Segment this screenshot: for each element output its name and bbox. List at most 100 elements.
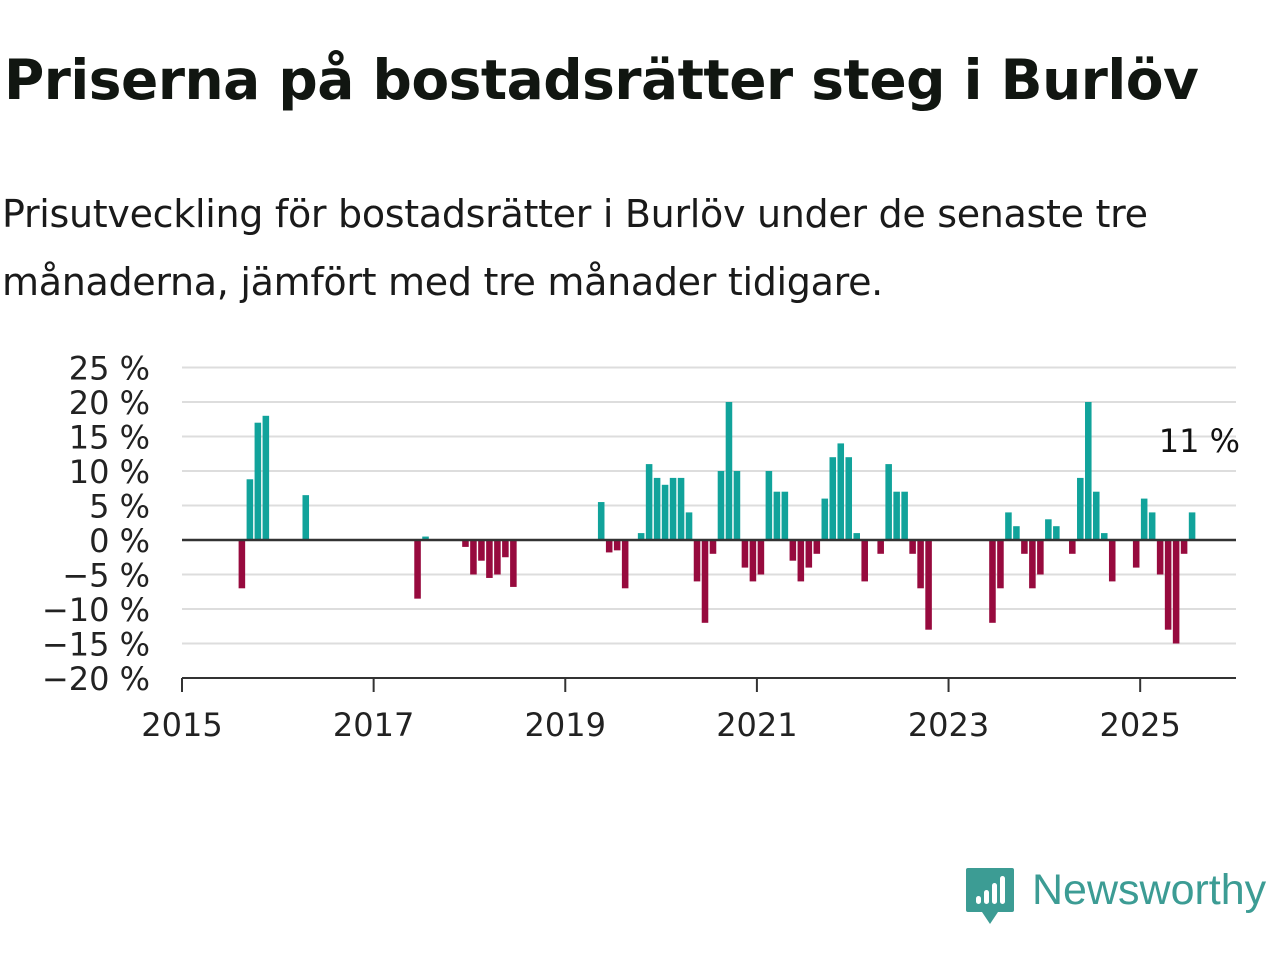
bar [685,512,693,540]
x-tick-label: 2021 [716,706,797,744]
bar [1045,519,1052,540]
bar [909,540,916,554]
bar-chart: 25 %20 %15 %10 %5 %0 %−5 %−10 %−15 %−20 … [42,350,1240,745]
x-tick-label: 2023 [908,706,989,744]
y-tick-label: 25 % [69,350,150,388]
bar [462,540,469,547]
axes [181,538,1236,692]
y-tick-label: −5 % [62,557,150,595]
bar [1132,540,1140,568]
bar [829,457,837,540]
bar [693,540,701,582]
bar [1021,540,1028,554]
bar [765,471,773,540]
bar [422,536,429,540]
bar [502,540,509,558]
bar [813,540,821,554]
page-subtitle: Prisutveckling för bostadsrätter i Burlö… [2,192,1148,304]
bar [621,540,629,589]
bar [486,540,493,578]
bar [605,540,613,553]
bar [845,457,853,540]
bar [877,540,884,554]
bar [645,464,653,540]
y-tick-label: −10 % [42,591,150,629]
bar [510,540,517,587]
bar [1164,540,1172,630]
bar [637,533,645,540]
bar [246,479,254,540]
bar [837,443,845,540]
bar [470,540,477,575]
y-tick-label: 15 % [69,419,150,457]
bar [1180,540,1188,554]
bar [262,415,270,540]
bar [773,491,781,540]
bar [1013,526,1020,540]
bar [494,540,501,575]
bar [893,491,900,540]
page-title: Priserna på bostadsrätter steg i Burlöv [4,48,1199,112]
bar [1140,498,1148,540]
bar [669,477,677,540]
bar [597,502,605,540]
annotation-label: 11 % [1159,422,1240,460]
bar [885,464,892,540]
bar [821,498,829,540]
bar [757,540,765,575]
bar [254,422,262,540]
y-tick-label: −15 % [42,626,150,664]
bar [1077,477,1084,540]
axis-labels: 25 %20 %15 %10 %5 %0 %−5 %−10 %−15 %−20 … [42,350,1240,745]
bar [741,540,749,568]
bar [478,540,485,561]
bar [789,540,797,561]
bar [917,540,924,589]
bar [701,540,709,623]
bar [853,533,860,540]
bar [1037,540,1044,575]
bar [302,495,310,540]
bar [797,540,805,582]
x-tick-label: 2017 [333,706,414,744]
bars [238,402,1196,644]
bar [1156,540,1164,575]
bar [925,540,932,630]
bar [661,484,669,540]
x-tick-label: 2025 [1099,706,1180,744]
bar [1108,540,1116,582]
bar [414,540,421,599]
bar [805,540,813,568]
bar [653,477,661,540]
bar [901,491,908,540]
y-tick-label: 0 % [89,522,150,560]
bar [725,402,733,540]
bar [1069,540,1076,554]
bar [1053,526,1060,540]
bar [1029,540,1036,589]
bar [1148,512,1156,540]
bar [238,540,246,589]
bar [709,540,717,554]
brand-name: Newsworthy [1032,866,1267,914]
y-tick-label: 10 % [69,453,150,491]
bar [989,540,996,623]
bar [1085,402,1092,540]
bar [677,477,685,540]
y-tick-label: 5 % [89,488,150,526]
bar [1172,540,1180,644]
bar [733,471,741,540]
bar [1188,512,1196,540]
newsworthy-logo-icon [966,868,1014,924]
y-tick-label: 20 % [69,384,150,422]
bar [1092,491,1100,540]
x-tick-label: 2015 [141,706,222,744]
bar [1005,512,1012,540]
bar [749,540,757,582]
y-tick-label: −20 % [42,660,150,698]
bar [861,540,868,582]
bar [1100,533,1108,540]
bar [613,540,621,551]
bar [997,540,1004,589]
x-tick-label: 2019 [525,706,606,744]
